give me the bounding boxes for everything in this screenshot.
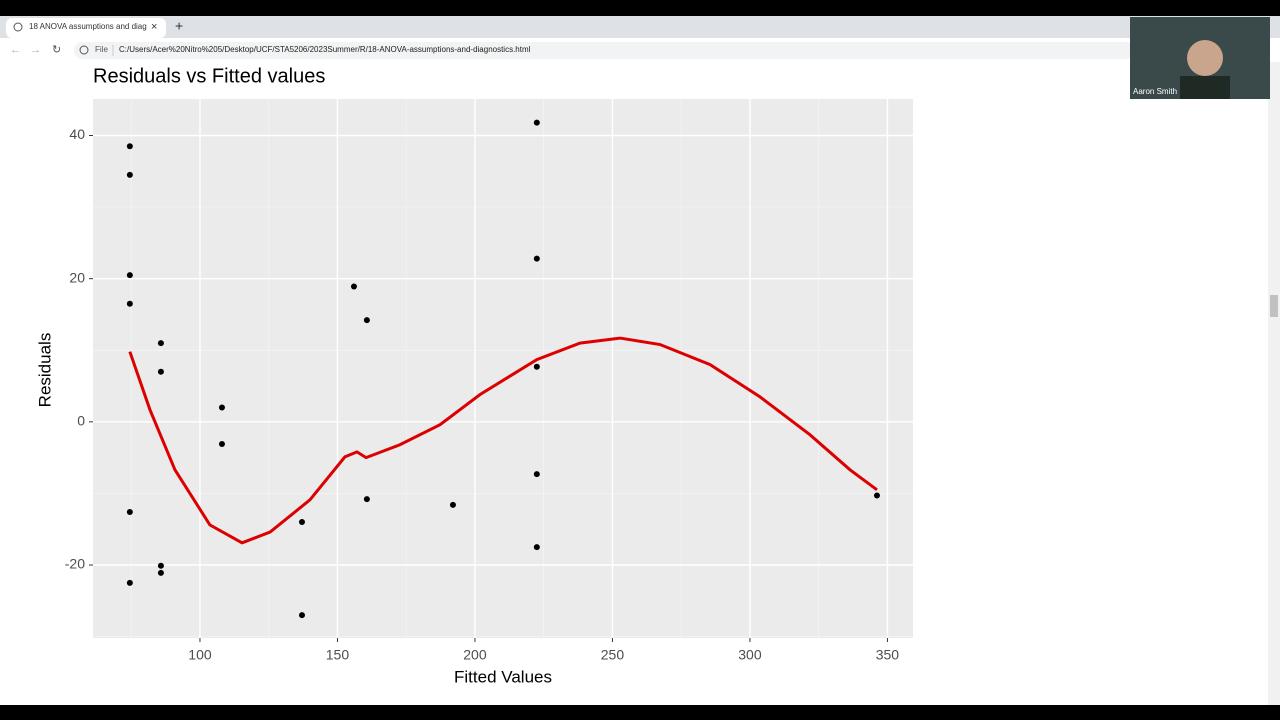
point	[298, 519, 305, 526]
point	[157, 368, 164, 375]
point	[218, 441, 225, 448]
point	[126, 143, 133, 150]
tab[interactable]	[6, 18, 166, 38]
x-tick-label: 100	[188, 647, 212, 663]
point	[873, 492, 880, 499]
point	[533, 363, 540, 370]
scroll-thumb[interactable]	[1270, 295, 1278, 317]
y-tick-label: 20	[69, 269, 85, 285]
forward-button[interactable]: →	[30, 44, 41, 56]
tab-icon	[13, 22, 23, 32]
x-tick-label: 150	[326, 647, 350, 663]
point	[363, 496, 370, 503]
info-icon[interactable]	[79, 45, 89, 55]
webcam-body	[1180, 76, 1230, 99]
point	[126, 300, 133, 307]
webcam-name: Aaron Smith	[1133, 87, 1177, 96]
point	[533, 544, 540, 551]
y-axis-label: Residuals	[35, 333, 54, 408]
point	[533, 119, 540, 126]
plot: Residuals vs Fitted values Fitted Values…	[35, 65, 913, 686]
x-axis-label: Fitted Values	[454, 667, 552, 686]
point	[157, 562, 164, 569]
tab-title[interactable]: 18 ANOVA assumptions and diag	[29, 22, 147, 31]
point	[363, 317, 370, 324]
point	[218, 404, 225, 411]
bottom-bar	[0, 705, 1280, 720]
top-bar	[0, 0, 1280, 16]
point	[449, 501, 456, 508]
point	[126, 272, 133, 279]
tab-close[interactable]: ×	[151, 21, 157, 33]
point	[157, 569, 164, 576]
chart-title: Residuals vs Fitted values	[93, 65, 325, 87]
address-bar[interactable]	[74, 42, 1134, 59]
point	[157, 340, 164, 347]
smooth-line	[128, 336, 878, 545]
file-label: File	[95, 45, 108, 54]
reload-button[interactable]: ↻	[52, 44, 61, 56]
point	[126, 579, 133, 586]
point	[350, 283, 357, 290]
webcam-face	[1187, 40, 1223, 76]
x-tick-label: 200	[463, 647, 487, 663]
scrollbar[interactable]	[1268, 62, 1280, 705]
x-tick-label: 300	[738, 647, 762, 663]
plot-panel	[93, 99, 913, 638]
back-button[interactable]: ←	[10, 44, 21, 56]
tab-strip	[0, 16, 1280, 38]
y-tick-label: -20	[65, 556, 85, 572]
point	[533, 471, 540, 478]
point	[126, 509, 133, 516]
url[interactable]: C:/Users/Acer%20Nitro%205/Desktop/UCF/ST…	[119, 45, 531, 54]
point	[533, 255, 540, 262]
new-tab[interactable]: +	[175, 18, 183, 34]
y-tick-label: 40	[69, 126, 85, 142]
point	[298, 612, 305, 619]
x-tick-label: 350	[876, 647, 900, 663]
point	[126, 171, 133, 178]
x-tick-label: 250	[601, 647, 625, 663]
y-tick-label: 0	[77, 413, 85, 429]
